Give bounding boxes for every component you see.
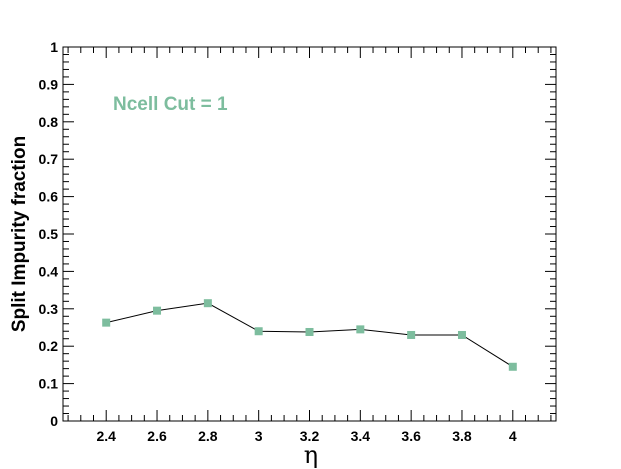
data-point <box>457 330 466 339</box>
data-point <box>356 325 365 334</box>
data-point <box>153 306 162 315</box>
chart-annotation: Ncell Cut = 1 <box>113 94 228 115</box>
data-series <box>102 299 517 371</box>
data-point <box>508 362 517 371</box>
x-tick-label: 3.6 <box>401 428 421 444</box>
y-tick-label: 0.3 <box>39 301 59 317</box>
y-tick-label: 1 <box>50 39 58 55</box>
x-tick-label: 2.6 <box>147 428 167 444</box>
y-tick-label: 0.4 <box>39 263 59 279</box>
y-tick-label: 0.2 <box>39 338 59 354</box>
x-axis-label: η <box>304 441 318 469</box>
y-tick-label: 0.6 <box>39 189 59 205</box>
x-tick-label: 3.8 <box>452 428 472 444</box>
y-tick-label: 0.7 <box>39 151 59 167</box>
y-tick-label: 0.8 <box>39 114 59 130</box>
data-point <box>203 299 212 308</box>
data-point <box>305 327 314 336</box>
y-tick-label: 0.5 <box>39 226 59 242</box>
data-point <box>102 318 111 327</box>
tick-labels: 0 0.1 0.2 0.3 0.4 0.5 0.6 0.7 0.8 0.9 1 2.4 2.6 2.8 3 3… <box>39 39 517 444</box>
data-point <box>407 330 416 339</box>
y-tick-label: 0.9 <box>39 76 59 92</box>
x-tick-label: 3.2 <box>300 428 320 444</box>
x-tick-label: 2.8 <box>198 428 218 444</box>
x-tick-label: 3 <box>255 428 263 444</box>
y-tick-label: 0 <box>50 413 58 429</box>
x-tick-label: 3.4 <box>351 428 371 444</box>
data-point <box>254 327 263 336</box>
axis-ticks <box>63 46 556 422</box>
y-tick-label: 0.1 <box>39 376 59 392</box>
x-tick-label: 2.4 <box>96 428 116 444</box>
y-axis-label: Split Impurity fraction <box>9 136 30 332</box>
x-tick-label: 4 <box>509 428 517 444</box>
